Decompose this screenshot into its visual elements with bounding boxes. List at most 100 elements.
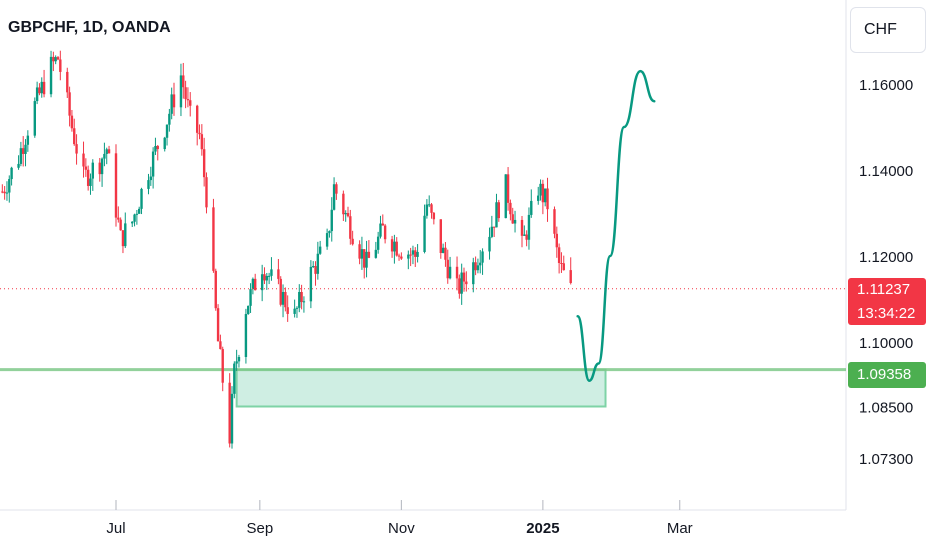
candle-up[interactable]: [325, 228, 329, 250]
candle-down[interactable]: [182, 62, 185, 99]
candle-down[interactable]: [228, 373, 231, 448]
candle-up[interactable]: [233, 361, 236, 399]
candle-up[interactable]: [281, 284, 285, 318]
candle-down[interactable]: [66, 67, 69, 98]
candle-up[interactable]: [124, 212, 127, 249]
candle-down[interactable]: [474, 256, 477, 276]
candle-down[interactable]: [184, 80, 187, 109]
candle-up[interactable]: [149, 166, 152, 186]
candle-up[interactable]: [89, 173, 92, 195]
demand-zone-rect[interactable]: [235, 368, 607, 408]
candle-down[interactable]: [439, 219, 442, 259]
candle-down[interactable]: [351, 230, 354, 246]
candle-down[interactable]: [117, 206, 120, 223]
candle-down[interactable]: [546, 177, 549, 222]
candle-down[interactable]: [560, 252, 563, 273]
candle-down[interactable]: [555, 226, 558, 258]
candlestick-series[interactable]: [1, 50, 572, 449]
candle-down[interactable]: [254, 273, 257, 291]
candle-down[interactable]: [525, 230, 528, 247]
candle-up[interactable]: [251, 277, 255, 295]
candle-up[interactable]: [265, 272, 268, 290]
candle-up[interactable]: [441, 243, 445, 254]
candle-down[interactable]: [198, 124, 201, 140]
candle-down[interactable]: [458, 274, 461, 299]
candle-down[interactable]: [314, 261, 317, 286]
candle-up[interactable]: [235, 349, 238, 371]
candle-down[interactable]: [216, 304, 220, 342]
candle-down[interactable]: [38, 83, 41, 96]
candle-up[interactable]: [5, 181, 9, 201]
candle-up[interactable]: [374, 241, 378, 259]
candle-up[interactable]: [537, 186, 540, 205]
candle-up[interactable]: [133, 213, 136, 227]
candle-up[interactable]: [309, 260, 313, 309]
candle-down[interactable]: [202, 137, 206, 187]
candle-down[interactable]: [455, 256, 459, 291]
candle-down[interactable]: [400, 252, 403, 260]
candle-up[interactable]: [425, 199, 429, 219]
candle-up[interactable]: [8, 175, 11, 203]
candle-up[interactable]: [244, 308, 248, 364]
candle-up[interactable]: [163, 136, 166, 152]
candle-down[interactable]: [114, 144, 118, 227]
candle-down[interactable]: [509, 199, 512, 221]
candle-down[interactable]: [446, 249, 449, 284]
candle-down[interactable]: [520, 216, 524, 248]
candle-up[interactable]: [230, 386, 234, 449]
candle-down[interactable]: [497, 199, 500, 222]
candle-up[interactable]: [530, 189, 533, 218]
candle-down[interactable]: [42, 69, 46, 98]
candle-up[interactable]: [544, 188, 547, 207]
candle-down[interactable]: [367, 240, 371, 259]
candle-up[interactable]: [312, 261, 315, 269]
candle-down[interactable]: [541, 179, 545, 215]
candle-down[interactable]: [200, 124, 204, 156]
candle-up[interactable]: [10, 166, 13, 186]
symbol-title[interactable]: GBPCHF, 1D, OANDA: [8, 19, 171, 36]
candle-up[interactable]: [448, 256, 452, 280]
candle-up[interactable]: [318, 240, 322, 255]
candle-down[interactable]: [346, 206, 350, 218]
currency-button[interactable]: CHF: [850, 7, 926, 53]
candle-down[interactable]: [349, 209, 352, 245]
candle-up[interactable]: [270, 257, 273, 281]
candle-down[interactable]: [86, 165, 90, 191]
candle-down[interactable]: [409, 247, 412, 267]
candle-up[interactable]: [423, 204, 426, 254]
candle-up[interactable]: [472, 257, 475, 293]
candle-up[interactable]: [138, 206, 141, 214]
candle-down[interactable]: [82, 141, 85, 178]
candle-up[interactable]: [428, 195, 431, 208]
candle-up[interactable]: [17, 155, 20, 170]
candle-up[interactable]: [513, 210, 517, 233]
candle-up[interactable]: [344, 210, 347, 222]
candle-up[interactable]: [260, 264, 264, 302]
candle-down[interactable]: [430, 203, 433, 219]
candle-down[interactable]: [263, 267, 266, 285]
candle-up[interactable]: [100, 157, 104, 187]
candle-up[interactable]: [237, 354, 241, 368]
candle-down[interactable]: [3, 186, 6, 200]
candle-up[interactable]: [147, 173, 150, 195]
candle-down[interactable]: [98, 158, 101, 182]
candle-down[interactable]: [286, 295, 289, 322]
candle-down[interactable]: [52, 51, 55, 72]
candle-up[interactable]: [316, 241, 320, 280]
candle-down[interactable]: [196, 104, 199, 146]
candle-up[interactable]: [54, 55, 57, 65]
candle-down[interactable]: [390, 235, 394, 258]
projection-curve[interactable]: [576, 69, 656, 382]
candle-up[interactable]: [523, 225, 526, 236]
candle-down[interactable]: [335, 182, 338, 200]
candle-up[interactable]: [170, 87, 173, 120]
candle-up[interactable]: [298, 284, 301, 313]
candle-down[interactable]: [68, 86, 71, 127]
candle-up[interactable]: [495, 193, 498, 228]
candle-up[interactable]: [393, 234, 396, 264]
candle-up[interactable]: [360, 236, 364, 270]
candle-up[interactable]: [33, 97, 36, 138]
candle-up[interactable]: [481, 248, 484, 275]
candle-down[interactable]: [212, 198, 215, 273]
